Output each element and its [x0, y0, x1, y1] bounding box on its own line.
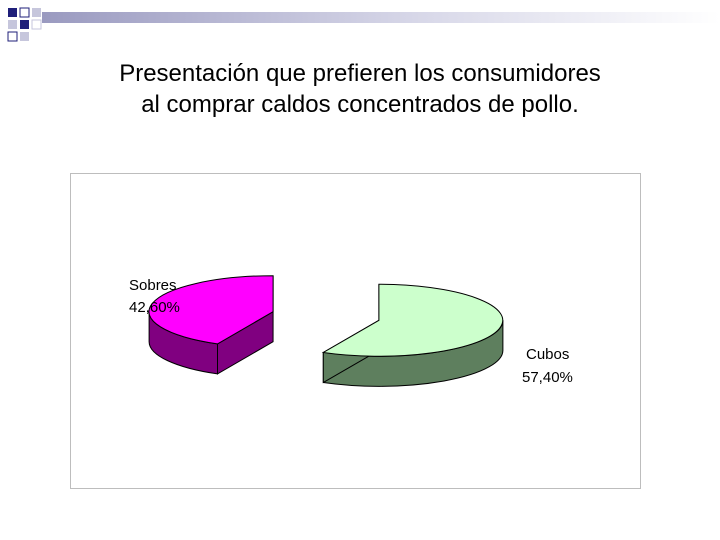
slice-value-sobres: 42,60% — [129, 299, 180, 316]
slice-value-cubos: 57,40% — [522, 369, 573, 386]
decorative-squares — [7, 7, 720, 42]
slice-label-sobres: Sobres — [129, 277, 177, 294]
slice-sobres — [148, 275, 274, 345]
slide-title-line-2: al comprar caldos concentrados de pollo. — [141, 91, 579, 118]
pie-chart: Sobres 42,60% Cubos 57,40% — [129, 275, 573, 387]
slide-title-line-1: Presentación que prefieren los consumido… — [119, 60, 601, 87]
slice-cubos — [321, 283, 504, 357]
slide-title: Presentación que prefieren los consumido… — [20, 58, 700, 120]
chart-frame: Sobres 42,60% Cubos 57,40% — [70, 173, 641, 489]
slice-label-cubos: Cubos — [526, 346, 569, 363]
slice-cubos-group — [321, 283, 504, 387]
slice-sobres-group — [148, 275, 274, 375]
